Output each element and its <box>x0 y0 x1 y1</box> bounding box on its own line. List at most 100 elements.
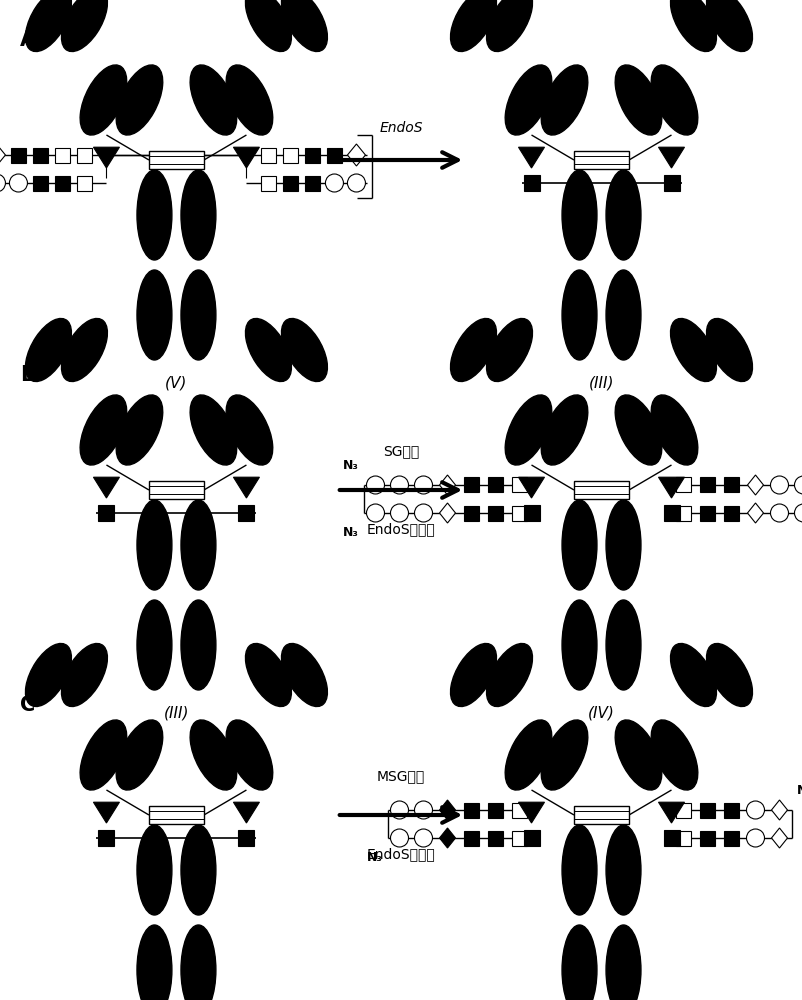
Bar <box>676 802 691 818</box>
Ellipse shape <box>26 318 71 382</box>
Ellipse shape <box>451 643 496 707</box>
Text: N₃: N₃ <box>367 851 383 864</box>
Ellipse shape <box>606 600 641 690</box>
Ellipse shape <box>80 720 127 790</box>
Ellipse shape <box>190 720 237 790</box>
Bar <box>574 151 629 169</box>
Text: (III): (III) <box>164 705 189 720</box>
Bar <box>77 147 92 162</box>
Bar <box>464 506 479 520</box>
Ellipse shape <box>562 600 597 690</box>
Ellipse shape <box>487 643 533 707</box>
Bar <box>99 830 115 846</box>
Bar <box>464 830 479 846</box>
Bar <box>149 481 204 499</box>
Bar <box>724 802 739 818</box>
Bar <box>724 506 739 520</box>
Polygon shape <box>233 802 259 823</box>
Bar <box>700 830 715 846</box>
Bar <box>488 802 503 818</box>
Ellipse shape <box>451 0 496 52</box>
Ellipse shape <box>615 720 662 790</box>
Bar <box>524 830 540 846</box>
Ellipse shape <box>26 643 71 707</box>
Bar <box>663 830 679 846</box>
Bar <box>512 802 527 818</box>
Ellipse shape <box>245 318 291 382</box>
Ellipse shape <box>606 270 641 360</box>
Bar <box>261 147 276 162</box>
Polygon shape <box>439 800 456 820</box>
Ellipse shape <box>367 476 384 494</box>
Text: MSG供体: MSG供体 <box>377 769 425 783</box>
Ellipse shape <box>615 395 662 465</box>
Ellipse shape <box>505 65 552 135</box>
Ellipse shape <box>226 65 273 135</box>
Polygon shape <box>772 800 788 820</box>
Ellipse shape <box>415 829 432 847</box>
Ellipse shape <box>116 65 163 135</box>
Ellipse shape <box>707 0 752 52</box>
Ellipse shape <box>282 643 327 707</box>
Bar <box>261 176 276 190</box>
Bar <box>283 176 298 190</box>
Ellipse shape <box>62 0 107 52</box>
Text: EndoS突变体: EndoS突变体 <box>367 522 435 536</box>
Ellipse shape <box>670 318 716 382</box>
Ellipse shape <box>181 925 216 1000</box>
Polygon shape <box>94 147 119 168</box>
Ellipse shape <box>116 720 163 790</box>
Bar <box>700 802 715 818</box>
Bar <box>149 151 204 169</box>
Ellipse shape <box>190 65 237 135</box>
Polygon shape <box>747 503 764 523</box>
Ellipse shape <box>391 476 408 494</box>
Ellipse shape <box>282 318 327 382</box>
Bar <box>488 830 503 846</box>
Bar <box>238 830 254 846</box>
Bar <box>11 147 26 162</box>
Bar <box>663 505 679 521</box>
Ellipse shape <box>541 720 588 790</box>
Bar <box>33 147 48 162</box>
Ellipse shape <box>391 829 408 847</box>
Ellipse shape <box>615 65 662 135</box>
Ellipse shape <box>116 395 163 465</box>
Ellipse shape <box>181 825 216 915</box>
Bar <box>512 477 527 492</box>
Polygon shape <box>747 475 764 495</box>
Text: (V): (V) <box>165 375 188 390</box>
Ellipse shape <box>245 643 291 707</box>
Ellipse shape <box>0 174 6 192</box>
Bar <box>305 176 320 190</box>
Ellipse shape <box>415 801 432 819</box>
Ellipse shape <box>415 476 432 494</box>
Ellipse shape <box>62 318 107 382</box>
Bar <box>55 147 70 162</box>
Ellipse shape <box>505 720 552 790</box>
Bar <box>700 506 715 520</box>
Ellipse shape <box>562 170 597 260</box>
Polygon shape <box>519 477 545 498</box>
Ellipse shape <box>26 0 71 52</box>
Ellipse shape <box>282 0 327 52</box>
Text: (IV): (IV) <box>588 705 615 720</box>
Polygon shape <box>519 802 545 823</box>
Bar <box>663 175 679 191</box>
Ellipse shape <box>771 476 788 494</box>
Ellipse shape <box>771 504 788 522</box>
Polygon shape <box>658 147 684 168</box>
Text: EndoS: EndoS <box>379 121 423 135</box>
Ellipse shape <box>391 801 408 819</box>
Ellipse shape <box>181 270 216 360</box>
Ellipse shape <box>226 395 273 465</box>
Text: N₃: N₃ <box>342 526 358 539</box>
Polygon shape <box>439 475 456 495</box>
Text: N₃: N₃ <box>796 784 802 797</box>
Polygon shape <box>0 144 6 166</box>
Ellipse shape <box>226 720 273 790</box>
Polygon shape <box>94 802 119 823</box>
Ellipse shape <box>80 395 127 465</box>
Bar <box>574 481 629 499</box>
Ellipse shape <box>795 504 802 522</box>
